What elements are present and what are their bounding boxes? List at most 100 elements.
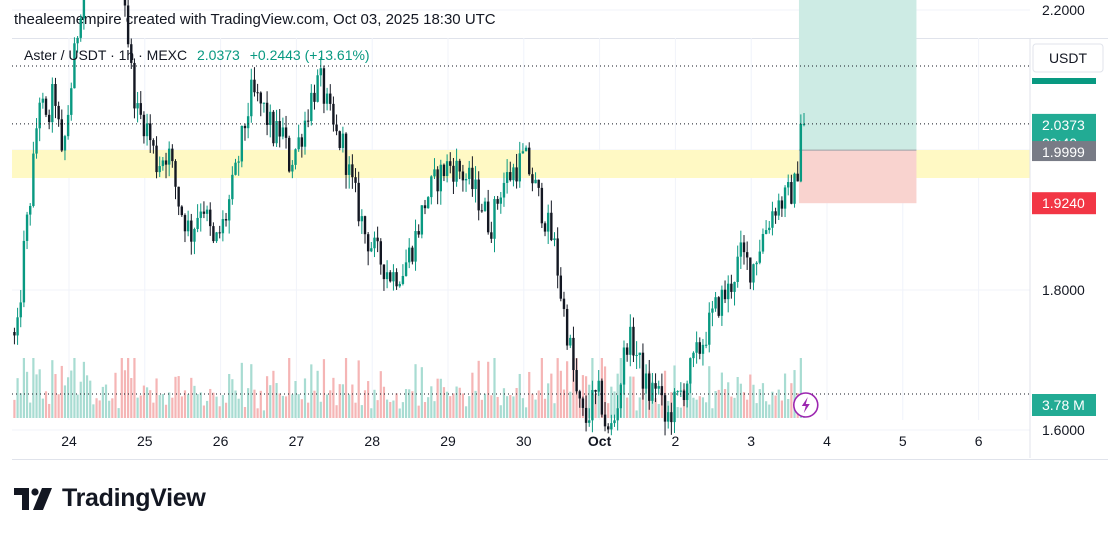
candle[interactable] — [205, 209, 209, 214]
candle[interactable] — [496, 199, 499, 204]
candle[interactable] — [408, 247, 411, 263]
candle[interactable] — [433, 169, 436, 177]
candle[interactable] — [537, 179, 540, 188]
candle[interactable] — [177, 186, 180, 207]
candle[interactable] — [550, 212, 553, 241]
candle[interactable] — [139, 103, 142, 115]
candle[interactable] — [445, 161, 449, 177]
candle[interactable] — [149, 123, 152, 141]
candle[interactable] — [246, 116, 250, 129]
candle[interactable] — [76, 37, 79, 44]
candle[interactable] — [768, 227, 771, 231]
candle[interactable] — [790, 182, 793, 204]
candle[interactable] — [439, 164, 442, 192]
candle[interactable] — [670, 412, 673, 423]
candle[interactable] — [363, 216, 367, 235]
candle[interactable] — [278, 121, 281, 137]
candle[interactable] — [796, 173, 799, 182]
candle[interactable] — [196, 217, 199, 229]
candle[interactable] — [142, 114, 146, 137]
candle[interactable] — [758, 251, 761, 263]
candle[interactable] — [616, 408, 619, 421]
candle[interactable] — [351, 164, 354, 178]
candle[interactable] — [133, 62, 136, 109]
candle[interactable] — [698, 342, 701, 354]
candle[interactable] — [682, 390, 686, 401]
candle[interactable] — [461, 171, 465, 181]
candle[interactable] — [594, 390, 597, 392]
candle[interactable] — [382, 264, 386, 280]
candle[interactable] — [502, 182, 506, 198]
candle[interactable] — [625, 347, 629, 355]
candle[interactable] — [493, 199, 496, 239]
candle[interactable] — [392, 272, 395, 282]
candle[interactable] — [332, 103, 335, 125]
candle[interactable] — [218, 232, 221, 234]
candle[interactable] — [22, 240, 26, 303]
candle[interactable] — [635, 354, 638, 356]
candle[interactable] — [780, 200, 784, 209]
candle[interactable] — [613, 420, 616, 424]
stop-zone[interactable] — [798, 150, 917, 204]
candle[interactable] — [25, 214, 29, 241]
candle[interactable] — [38, 102, 41, 129]
candle[interactable] — [575, 370, 578, 392]
candle[interactable] — [401, 275, 405, 284]
candle[interactable] — [16, 317, 19, 336]
candle[interactable] — [32, 153, 35, 206]
candle[interactable] — [348, 164, 351, 175]
candle[interactable] — [581, 398, 585, 408]
candle[interactable] — [471, 167, 474, 190]
candle[interactable] — [155, 145, 158, 173]
candle[interactable] — [73, 43, 76, 89]
candle[interactable] — [714, 297, 717, 309]
candle[interactable] — [395, 272, 398, 287]
candle[interactable] — [180, 206, 184, 216]
candle[interactable] — [660, 386, 664, 396]
candle[interactable] — [619, 384, 623, 409]
candle[interactable] — [426, 197, 430, 209]
candle[interactable] — [436, 169, 439, 192]
candle[interactable] — [600, 380, 604, 415]
candle[interactable] — [297, 137, 300, 150]
candle[interactable] — [329, 93, 332, 104]
candle[interactable] — [673, 391, 676, 423]
candle[interactable] — [183, 215, 187, 232]
candle[interactable] — [70, 88, 73, 115]
candle[interactable] — [231, 174, 234, 200]
candle[interactable] — [742, 242, 746, 253]
candle[interactable] — [240, 125, 244, 162]
candle[interactable] — [174, 161, 177, 187]
candle[interactable] — [455, 160, 458, 182]
candle[interactable] — [199, 211, 202, 218]
candle[interactable] — [449, 161, 452, 166]
candle[interactable] — [202, 211, 206, 214]
price-chart[interactable]: USDT2.20001.80001.60002.037329:401.99991… — [0, 0, 1117, 470]
candle[interactable] — [186, 220, 190, 232]
candle[interactable] — [499, 197, 503, 204]
candle[interactable] — [739, 242, 743, 257]
candle[interactable] — [764, 230, 768, 234]
candle[interactable] — [711, 308, 714, 313]
candle[interactable] — [221, 219, 225, 234]
candle[interactable] — [335, 124, 338, 132]
candle[interactable] — [518, 153, 521, 182]
candle[interactable] — [543, 223, 547, 232]
candle[interactable] — [629, 326, 632, 355]
candle[interactable] — [442, 164, 446, 177]
target-zone[interactable] — [798, 0, 917, 151]
candle[interactable] — [474, 179, 477, 190]
candle[interactable] — [398, 283, 401, 287]
candle[interactable] — [749, 257, 752, 283]
candle[interactable] — [164, 160, 168, 165]
candle[interactable] — [468, 167, 471, 179]
candle[interactable] — [692, 352, 695, 359]
candle[interactable] — [546, 212, 550, 232]
candle[interactable] — [569, 337, 572, 346]
candle[interactable] — [505, 172, 509, 183]
candle[interactable] — [227, 199, 231, 221]
candle[interactable] — [272, 111, 275, 144]
candle[interactable] — [237, 161, 240, 163]
candle[interactable] — [158, 166, 161, 173]
candle[interactable] — [354, 177, 357, 183]
